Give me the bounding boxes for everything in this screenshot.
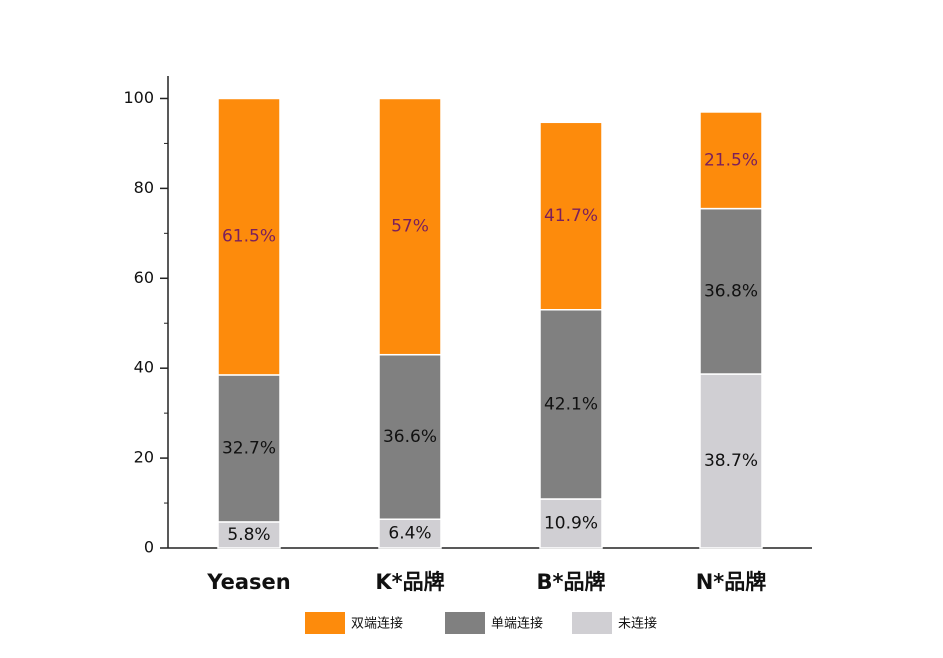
- bar-segment: [539, 498, 603, 549]
- value-label: 57%: [391, 217, 429, 237]
- value-label: 6.4%: [388, 524, 431, 544]
- bar-segment: [217, 521, 281, 549]
- x-tick-label: N*品牌: [696, 570, 767, 594]
- y-tick-label: 0: [144, 538, 154, 557]
- bar-segment: [699, 373, 763, 549]
- value-label: 21.5%: [704, 150, 758, 170]
- y-tick-label: 100: [123, 88, 154, 107]
- bar-segment: [539, 309, 603, 500]
- value-label: 10.9%: [544, 514, 598, 534]
- value-label: 41.7%: [544, 206, 598, 226]
- y-tick-label: 60: [134, 268, 154, 287]
- value-label: 61.5%: [222, 227, 276, 247]
- x-tick-label: Yeasen: [206, 570, 290, 594]
- bar-segment: [378, 518, 442, 549]
- bar-segment: [217, 374, 281, 523]
- bar-segment: [539, 121, 603, 311]
- legend-swatch: [305, 612, 345, 634]
- y-tick-label: 80: [134, 178, 154, 197]
- y-tick-label: 40: [134, 358, 154, 377]
- value-label: 36.8%: [704, 281, 758, 301]
- legend-label: 单端连接: [491, 616, 543, 632]
- bar-segment: [217, 97, 281, 376]
- value-label: 38.7%: [704, 451, 758, 471]
- bar-segment: [699, 111, 763, 210]
- legend-swatch: [445, 612, 485, 634]
- value-label: 42.1%: [544, 394, 598, 414]
- value-label: 32.7%: [222, 438, 276, 458]
- bar-segment: [378, 97, 442, 356]
- value-label: 5.8%: [227, 525, 270, 545]
- value-label: 36.6%: [383, 427, 437, 447]
- legend-label: 双端连接: [351, 616, 403, 632]
- bar-segment: [378, 353, 442, 520]
- legend-label: 未连接: [618, 616, 657, 632]
- y-tick-label: 20: [134, 448, 154, 467]
- x-tick-label: B*品牌: [537, 570, 606, 594]
- x-tick-label: K*品牌: [375, 570, 444, 594]
- legend-swatch: [572, 612, 612, 634]
